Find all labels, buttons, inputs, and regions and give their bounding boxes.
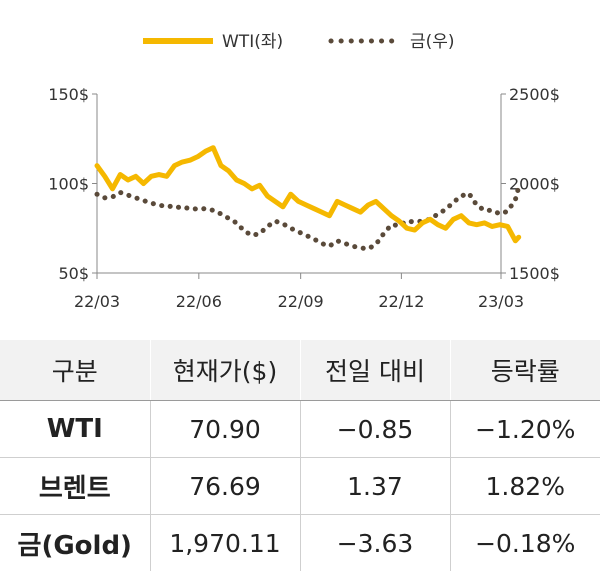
change-cell: 1.37 — [300, 458, 450, 515]
header-change: 전일 대비 — [300, 340, 450, 401]
y-left-tick-label: 100$ — [48, 175, 89, 194]
x-tick-label: 23/03 — [478, 292, 524, 311]
row-label: WTI — [0, 401, 150, 458]
change-cell: −3.63 — [300, 515, 450, 571]
current-price-cell: 70.90 — [150, 401, 300, 458]
table-row: WTI 70.90 −0.85 −1.20% — [0, 401, 600, 458]
x-tick-label: 22/12 — [378, 292, 424, 311]
y-left-tick-label: 150$ — [48, 85, 89, 104]
header-current-price: 현재가($) — [150, 340, 300, 401]
y-right-tick-label: 2500$ — [509, 85, 560, 104]
x-tick-label: 22/03 — [74, 292, 120, 311]
axes — [97, 94, 501, 273]
row-label: 브렌트 — [0, 458, 150, 515]
change-rate-cell: −0.18% — [450, 515, 600, 571]
table-header-row: 구분 현재가($) 전일 대비 등락률 — [0, 340, 600, 401]
row-label: 금(Gold) — [0, 515, 150, 571]
current-price-cell: 1,970.11 — [150, 515, 300, 571]
legend: WTI(좌) 금(우) — [143, 32, 455, 52]
tick-layer: 22/03 22/06 22/09 22/12 23/03 150$ 100$ 50$ 2500… — [48, 85, 560, 311]
x-tick-label: 22/06 — [176, 292, 222, 311]
wti-series-line — [97, 148, 519, 241]
price-chart: WTI(좌) 금(우) 22/03 22/06 22/09 22/12 23/03 150… — [0, 0, 600, 340]
series-layer — [97, 148, 519, 249]
y-left-tick-label: 50$ — [58, 264, 89, 283]
change-rate-cell: −1.20% — [450, 401, 600, 458]
table-row: 금(Gold) 1,970.11 −3.63 −0.18% — [0, 515, 600, 571]
current-price-cell: 76.69 — [150, 458, 300, 515]
header-change-rate: 등락률 — [450, 340, 600, 401]
y-right-tick-label: 1500$ — [509, 264, 560, 283]
price-table: 구분 현재가($) 전일 대비 등락률 WTI 70.90 −0.85 −1.2… — [0, 340, 600, 571]
legend-wti-label: WTI(좌) — [222, 32, 283, 52]
header-category: 구분 — [0, 340, 150, 401]
table-row: 브렌트 76.69 1.37 1.82% — [0, 458, 600, 515]
legend-gold-label: 금(우) — [410, 32, 455, 52]
change-rate-cell: 1.82% — [450, 458, 600, 515]
x-tick-label: 22/09 — [278, 292, 324, 311]
change-cell: −0.85 — [300, 401, 450, 458]
